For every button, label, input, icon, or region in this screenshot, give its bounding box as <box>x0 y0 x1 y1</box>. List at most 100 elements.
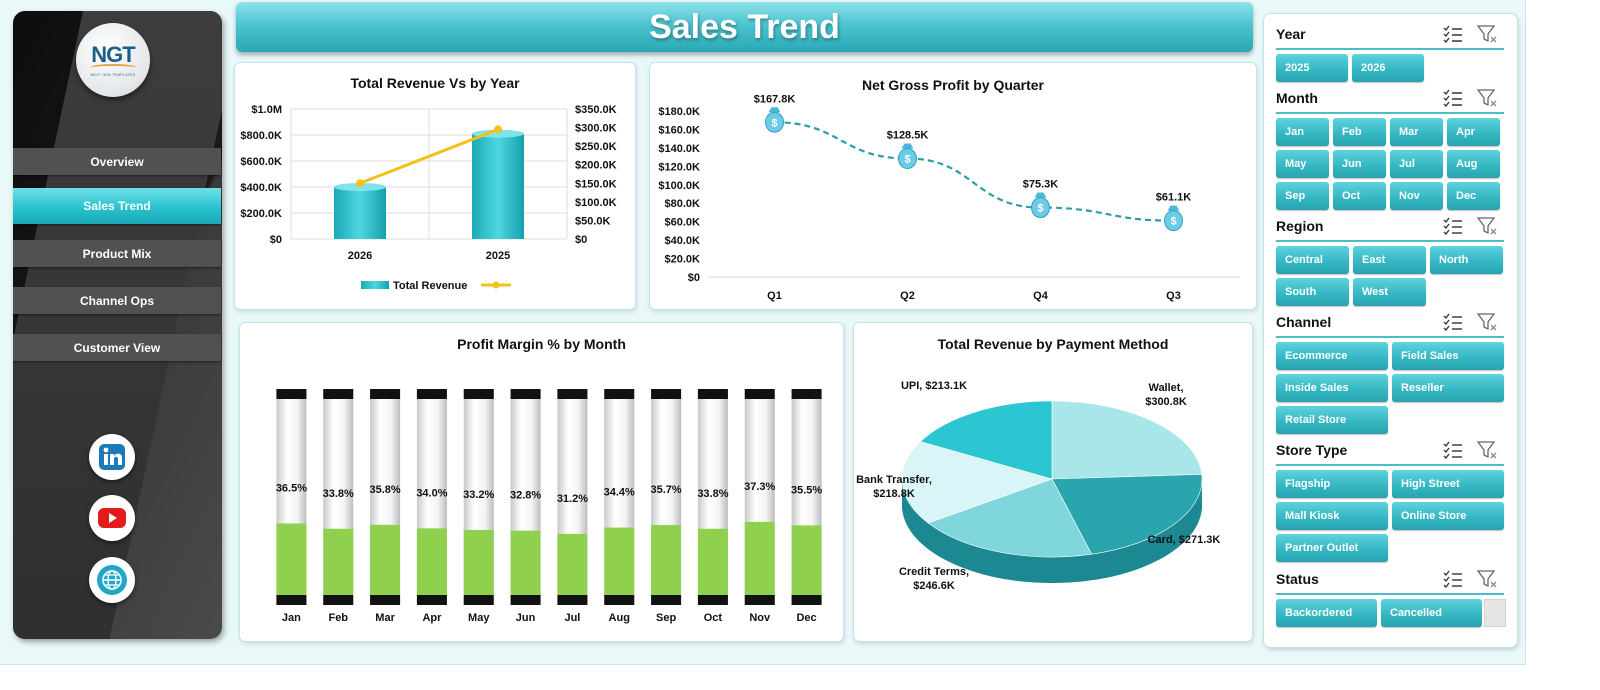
money-bag-neck <box>1167 205 1180 211</box>
slicer-item-channel[interactable]: Reseller <box>1392 374 1504 402</box>
margin-x-tick: Dec <box>796 612 816 624</box>
globe-icon <box>97 565 127 595</box>
slicer-item-region[interactable]: East <box>1353 246 1426 274</box>
margin-tube-cap-top <box>604 389 635 399</box>
nav-customer-view[interactable]: Customer View <box>13 334 221 361</box>
profit-y-tick: $160.0K <box>658 124 700 136</box>
margin-bar <box>510 530 541 595</box>
slicer-item-month[interactable]: Jan <box>1276 118 1329 146</box>
margin-tube-cap-bottom <box>276 595 307 605</box>
nav-channel-ops[interactable]: Channel Ops <box>13 287 221 314</box>
clear-filter-icon[interactable] <box>1476 569 1498 589</box>
nav-sales-trend[interactable]: Sales Trend <box>13 188 221 224</box>
margin-data-label: 33.2% <box>463 489 494 501</box>
money-bag-icon <box>1164 210 1183 232</box>
slicer-item-month[interactable]: Dec <box>1447 182 1500 210</box>
slicer-item-region[interactable]: West <box>1353 278 1426 306</box>
pie-label-value: $300.8K <box>1145 396 1187 408</box>
slicer-item-month[interactable]: Oct <box>1333 182 1386 210</box>
youtube-button[interactable] <box>89 495 135 541</box>
slicer-item-store-type[interactable]: Mall Kiosk <box>1276 502 1388 530</box>
logo-swoosh <box>90 63 136 71</box>
profit-data-label: $61.1K <box>1156 192 1192 204</box>
multi-select-icon[interactable] <box>1442 312 1464 332</box>
slicer-scrollbar[interactable] <box>1484 599 1506 627</box>
money-bag-marker: $ <box>1164 205 1183 232</box>
multi-select-icon[interactable] <box>1442 569 1464 589</box>
money-bag-neck <box>901 143 914 149</box>
slicer-item-store-type[interactable]: Partner Outlet <box>1276 534 1388 562</box>
pie-label: Credit Terms, <box>899 566 969 578</box>
slicer-item-month[interactable]: Jun <box>1333 150 1386 178</box>
payment-panel: Total Revenue by Payment Method Wallet, $… <box>853 322 1253 642</box>
slicer-item-channel[interactable]: Ecommerce <box>1276 342 1388 370</box>
profit-x-tick: Q2 <box>900 290 915 302</box>
slicer-item-month[interactable]: Apr <box>1447 118 1500 146</box>
margin-data-label: 36.5% <box>276 482 307 494</box>
rev-y-right-tick: $100.0K <box>575 197 617 209</box>
profit-y-tick: $180.0K <box>658 106 700 118</box>
sidebar: NGT NEXT GEN TEMPLATES Overview Sales Tr… <box>13 11 222 639</box>
margin-tube-cap-bottom <box>791 595 822 605</box>
clear-filter-icon[interactable] <box>1476 88 1498 108</box>
nav-product-mix[interactable]: Product Mix <box>13 240 221 267</box>
website-button[interactable] <box>89 557 135 603</box>
slicer-item-region[interactable]: Central <box>1276 246 1349 274</box>
linkedin-button[interactable] <box>89 434 135 480</box>
rev-y-left-tick: $400.0K <box>240 182 282 194</box>
slicer-item-month[interactable]: May <box>1276 150 1329 178</box>
clear-filter-icon[interactable] <box>1476 312 1498 332</box>
multi-select-icon[interactable] <box>1442 440 1464 460</box>
legend-line-marker <box>492 281 500 289</box>
profit-y-tick: $140.0K <box>658 143 700 155</box>
clear-filter-icon[interactable] <box>1476 216 1498 236</box>
revenue-year-chart: $0 $200.0K $400.0K $600.0K $800.0K $1.0M $0 $50… <box>240 104 617 292</box>
slicer-item-year[interactable]: 2026 <box>1352 54 1424 82</box>
slicer-item-store-type[interactable]: High Street <box>1392 470 1504 498</box>
nav-overview[interactable]: Overview <box>13 148 221 175</box>
slicer-item-month[interactable]: Aug <box>1447 150 1500 178</box>
slicer-item-store-type[interactable]: Flagship <box>1276 470 1388 498</box>
slicer-item-channel[interactable]: Retail Store <box>1276 406 1388 434</box>
slicer-item-store-type[interactable]: Online Store <box>1392 502 1504 530</box>
slicer-title: Region <box>1276 218 1324 234</box>
slicer-item-month[interactable]: Jul <box>1390 150 1443 178</box>
slicer-item-channel[interactable]: Inside Sales <box>1276 374 1388 402</box>
margin-bar <box>791 525 822 595</box>
multi-select-icon[interactable] <box>1442 88 1464 108</box>
margin-tube-cap-top <box>791 389 822 399</box>
slicer-item-month[interactable]: Mar <box>1390 118 1443 146</box>
multi-select-icon[interactable] <box>1442 216 1464 236</box>
slicer-item-status[interactable]: Cancelled <box>1381 599 1482 627</box>
slicer-item-region[interactable]: South <box>1276 278 1349 306</box>
pie-label: Wallet, <box>1148 382 1183 394</box>
payment-chart: Wallet, $300.8K Card, $271.3K Credit Terms,… <box>856 380 1220 592</box>
clear-filter-icon[interactable] <box>1476 24 1498 44</box>
legend-bar-swatch <box>361 281 389 289</box>
profit-y-tick: $120.0K <box>658 161 700 173</box>
slicer-title: Store Type <box>1276 442 1348 458</box>
slicer-item-channel[interactable]: Field Sales <box>1392 342 1504 370</box>
profit-x-tick: Q3 <box>1166 290 1181 302</box>
money-bag-marker: $ <box>1031 192 1050 219</box>
slicer-header-month: Month <box>1276 86 1504 114</box>
slicer-item-region[interactable]: North <box>1430 246 1503 274</box>
margin-tube-cap-top <box>463 389 494 399</box>
revenue-bar <box>472 133 524 239</box>
pie-slice <box>919 400 1053 480</box>
profit-line <box>774 121 1174 222</box>
multi-select-icon[interactable] <box>1442 24 1464 44</box>
slicer-item-month[interactable]: Sep <box>1276 182 1329 210</box>
margin-tube-cap-bottom <box>557 595 588 605</box>
margin-bar <box>323 528 354 595</box>
clear-filter-icon[interactable] <box>1476 440 1498 460</box>
margin-bar <box>276 523 307 595</box>
slicer-item-month[interactable]: Feb <box>1333 118 1386 146</box>
slicer-item-year[interactable]: 2025 <box>1276 54 1348 82</box>
margin-chart: 36.5% Jan 33.8% Feb 35.8% Mar 34.0% Apr 33.2% May… <box>276 389 822 624</box>
pie-slice <box>901 441 1053 524</box>
slicer-title: Channel <box>1276 314 1332 330</box>
slicer-item-month[interactable]: Nov <box>1390 182 1443 210</box>
slicer-item-status[interactable]: Backordered <box>1276 599 1377 627</box>
margin-data-label: 35.8% <box>369 484 400 496</box>
